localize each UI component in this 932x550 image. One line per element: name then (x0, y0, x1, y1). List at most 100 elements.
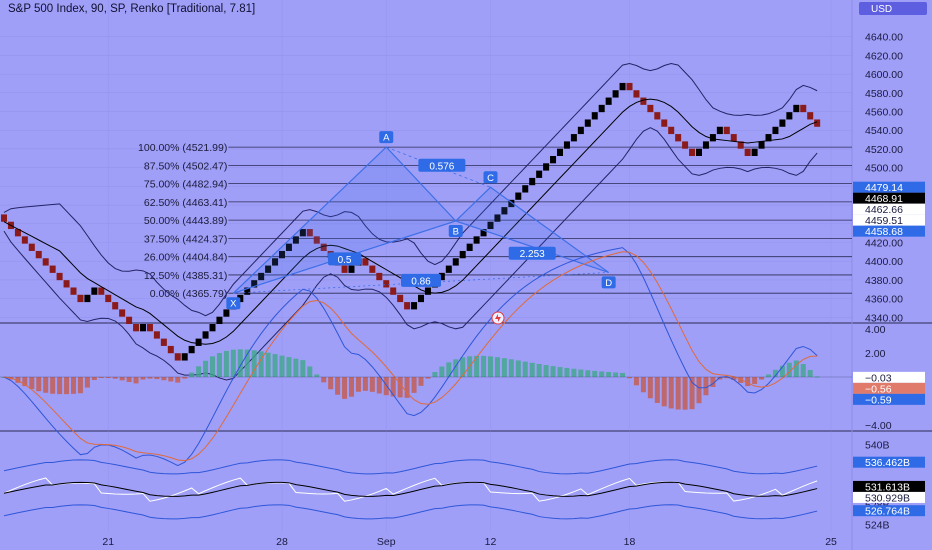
pattern-triangle-bcd[interactable] (454, 186, 610, 273)
renko-brick-up[interactable] (265, 265, 272, 273)
renko-brick-down[interactable] (397, 294, 404, 303)
renko-brick-down[interactable] (626, 82, 633, 91)
renko-brick-up[interactable] (411, 302, 418, 310)
renko-brick-up[interactable] (251, 280, 258, 288)
price-pane[interactable] (1, 63, 821, 381)
oscillator-last-tag[interactable] (853, 393, 925, 405)
renko-brick-up[interactable] (543, 163, 550, 171)
renko-brick-down[interactable] (633, 90, 640, 98)
price-axis[interactable]: 4340.004360.004380.004400.004420.004440.… (853, 32, 925, 532)
renko-brick-down[interactable] (42, 258, 49, 266)
renko-brick-down[interactable] (744, 148, 751, 156)
renko-brick-up[interactable] (758, 141, 765, 149)
oscillator-last-tag[interactable] (853, 371, 925, 383)
pattern-ratio-badge[interactable] (418, 158, 466, 172)
xabcd-pattern[interactable]: X A B C D 0.576 0.5 2.253 0.86 (226, 131, 616, 310)
renko-brick-down[interactable] (730, 134, 737, 142)
renko-brick-down[interactable] (689, 148, 696, 156)
volume-last-tag[interactable] (853, 505, 925, 517)
renko-brick-down[interactable] (341, 265, 348, 273)
renko-brick-up[interactable] (209, 324, 216, 332)
renko-brick-down[interactable] (404, 302, 411, 310)
renko-brick-up[interactable] (181, 353, 188, 361)
time-axis[interactable]: 21 28 Sep 12 18 25 (102, 536, 837, 548)
renko-brick-up[interactable] (299, 229, 306, 237)
renko-brick-up[interactable] (751, 148, 758, 156)
renko-brick-down[interactable] (369, 265, 376, 273)
renko-brick-up[interactable] (348, 265, 355, 273)
renko-brick-down[interactable] (654, 112, 661, 120)
price-last-tag[interactable] (853, 225, 925, 237)
renko-brick-up[interactable] (285, 243, 292, 251)
renko-brick-up[interactable] (424, 287, 431, 295)
renko-brick-down[interactable] (28, 243, 35, 251)
pattern-point-badge[interactable] (226, 297, 241, 310)
renko-brick-up[interactable] (279, 250, 285, 259)
pattern-ratio-badge[interactable] (401, 273, 441, 287)
renko-brick-up[interactable] (438, 272, 445, 281)
renko-brick-up[interactable] (550, 155, 557, 164)
renko-brick-down[interactable] (70, 287, 77, 295)
renko-brick-up[interactable] (591, 112, 598, 120)
price-last-tag[interactable] (853, 181, 925, 193)
renko-brick-up[interactable] (195, 338, 202, 346)
renko-brick-down[interactable] (383, 280, 390, 288)
renko-brick-up[interactable] (605, 97, 612, 105)
volume-last-tag[interactable] (853, 456, 925, 468)
renko-brick-down[interactable] (63, 280, 70, 288)
renko-brick-up[interactable] (598, 104, 605, 113)
renko-brick-up[interactable] (522, 185, 529, 193)
oscillator-pane[interactable] (0, 247, 852, 467)
renko-brick-up[interactable] (772, 126, 779, 135)
renko-brick-down[interactable] (56, 272, 63, 281)
renko-brick-down[interactable] (647, 104, 654, 113)
renko-brick-up[interactable] (563, 141, 570, 149)
renko-brick-up[interactable] (570, 134, 577, 142)
renko-brick-up[interactable] (716, 126, 723, 135)
renko-brick-up[interactable] (216, 316, 223, 325)
renko-brick-down[interactable] (119, 309, 126, 317)
pattern-point-badge[interactable] (483, 171, 498, 184)
renko-brick-up[interactable] (473, 236, 480, 244)
renko-brick-up[interactable] (557, 148, 563, 156)
renko-brick-up[interactable] (418, 294, 424, 303)
renko-brick-down[interactable] (682, 141, 689, 149)
oscillator-last-tag[interactable] (853, 382, 925, 394)
renko-brick-down[interactable] (160, 338, 167, 346)
renko-brick-up[interactable] (487, 221, 494, 230)
renko-brick-down[interactable] (737, 141, 744, 149)
renko-brick-down[interactable] (98, 287, 105, 295)
renko-brick-up[interactable] (258, 272, 265, 281)
renko-brick-up[interactable] (459, 250, 466, 259)
renko-brick-up[interactable] (452, 258, 459, 266)
renko-brick-down[interactable] (661, 119, 668, 127)
renko-brick-up[interactable] (244, 287, 251, 295)
renko-brick-up[interactable] (709, 134, 716, 142)
renko-brick-up[interactable] (91, 287, 98, 295)
renko-brick-up[interactable] (202, 331, 209, 339)
renko-brick-down[interactable] (320, 243, 327, 251)
renko-brick-down[interactable] (126, 316, 133, 325)
renko-brick-up[interactable] (765, 134, 772, 142)
renko-brick-down[interactable] (376, 272, 383, 281)
renko-brick-down[interactable] (390, 287, 397, 295)
renko-brick-down[interactable] (313, 236, 320, 244)
renko-brick-down[interactable] (723, 126, 730, 135)
renko-brick-down[interactable] (306, 229, 313, 237)
pattern-ratio-badge[interactable] (508, 246, 556, 260)
price-last-tag[interactable] (853, 214, 925, 226)
renko-brick-down[interactable] (77, 294, 84, 303)
renko-brick-up[interactable] (292, 236, 299, 244)
renko-brick-up[interactable] (696, 148, 702, 156)
pattern-point-badge[interactable] (448, 224, 463, 237)
renko-brick-down[interactable] (133, 324, 140, 332)
renko-brick-up[interactable] (515, 192, 522, 200)
renko-brick-down[interactable] (174, 353, 181, 361)
renko-brick-up[interactable] (786, 112, 793, 120)
renko-brick-down[interactable] (362, 258, 369, 266)
renko-brick-up[interactable] (272, 258, 279, 266)
renko-brick-up[interactable] (529, 177, 536, 186)
renko-brick-up[interactable] (702, 141, 709, 149)
volume-last-tag[interactable] (853, 491, 925, 503)
